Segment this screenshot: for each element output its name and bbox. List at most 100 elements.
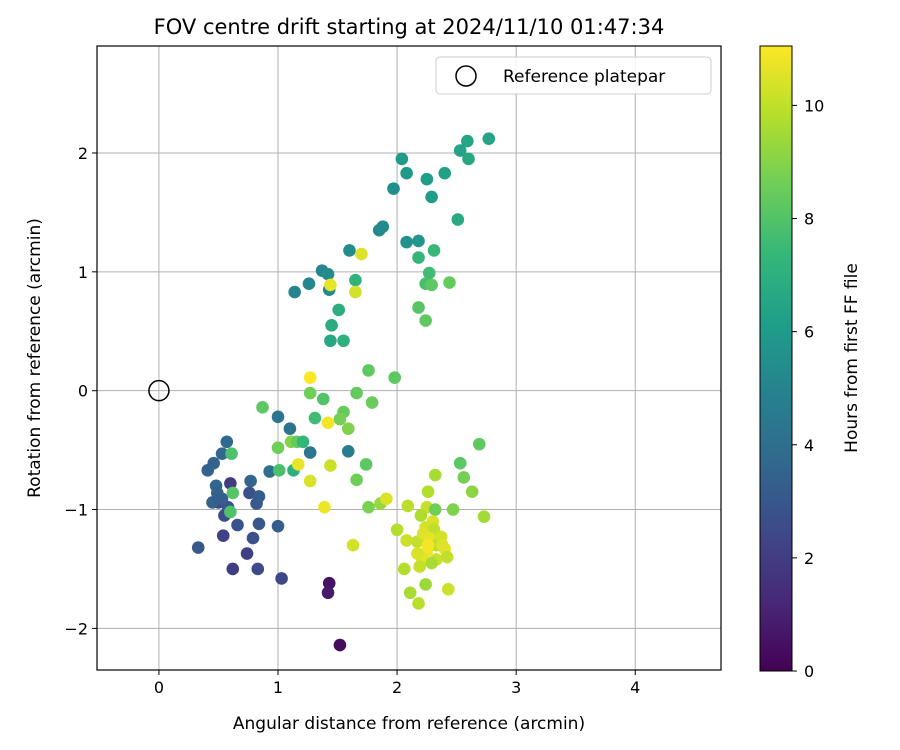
data-point [337,334,350,348]
colorbar [759,45,793,672]
data-point [451,213,465,226]
data-point [390,523,404,537]
data-point [412,234,425,248]
data-point [318,500,331,514]
y-tick-label: 1 [78,263,88,282]
data-point [321,416,335,430]
data-point [482,132,496,146]
legend-label: Reference platepar [503,67,665,87]
data-point [322,576,336,590]
data-point [333,412,347,426]
colorbar-tick-label: 4 [804,436,814,455]
data-point [355,247,368,261]
data-point [256,401,269,414]
y-axis-label: Rotation from reference (arcmin) [25,218,45,498]
x-tick-label: 3 [511,678,521,697]
data-point [215,447,229,460]
data-point [427,244,441,257]
data-point [303,446,317,459]
data-point [365,396,379,409]
data-point [425,556,438,570]
data-point [403,586,417,600]
x-tick-label: 1 [273,678,283,697]
data-point [477,510,491,523]
data-point [461,134,474,148]
data-point [325,319,338,332]
data-point [401,499,415,513]
data-point [412,597,425,610]
data-point [220,435,234,449]
data-point [324,459,337,472]
data-point [453,144,467,157]
data-point [420,172,434,186]
data-point [400,166,413,180]
data-point [436,538,449,552]
data-point [303,474,317,488]
legend: Reference platepar [435,56,712,95]
data-point [412,251,425,264]
grid [97,46,721,670]
reference-marker-layer [148,379,170,402]
data-point [321,267,335,281]
legend-box [435,56,712,95]
data-point [414,509,428,522]
data-point [411,547,424,560]
data-point [462,152,475,166]
legend-reference-marker [455,65,477,87]
data-point [191,541,205,554]
data-point [224,477,237,490]
data-point [443,276,456,289]
data-point [216,529,230,542]
data-point [422,266,436,280]
data-point [224,505,237,519]
colorbar-label: Hours from first FF file [842,263,862,453]
x-tick-label: 2 [392,678,402,697]
colorbar-tick-label: 10 [804,96,824,115]
data-point [362,500,375,514]
data-point [252,517,266,531]
data-point [425,278,438,292]
x-axis-ticks: 0 1 2 3 4 [154,670,640,697]
data-point [206,496,219,509]
data-point [388,371,402,384]
reference-marker [148,379,170,402]
data-point [421,485,435,499]
x-axis-label: Angular distance from reference (arcmin) [233,714,585,734]
data-point [303,386,317,400]
data-point [324,278,337,292]
data-points [191,132,496,652]
data-point [332,303,346,317]
y-tick-label: 2 [78,144,88,163]
data-point [288,285,301,299]
data-point [472,437,486,451]
y-tick-label: −1 [64,501,88,520]
x-tick-label: 4 [630,678,640,697]
data-point [350,386,363,400]
colorbar-tick-label: 0 [804,662,814,681]
data-point [419,314,432,327]
data-point [341,422,355,436]
y-tick-label: 0 [78,382,88,401]
colorbar-ticks: 0 2 4 6 8 10 [792,96,824,681]
data-point [308,411,322,425]
data-point [349,273,362,287]
data-point [316,392,330,406]
data-point [252,490,266,503]
data-point [343,244,356,257]
data-point [303,371,317,384]
data-point [291,458,305,471]
chart-title: FOV centre drift starting at 2024/11/10 … [154,15,665,39]
data-point [244,474,257,488]
data-point [226,562,240,576]
data-point [438,166,452,180]
data-point [240,547,254,560]
y-axis-ticks: −2 −1 0 1 2 [64,144,97,638]
data-point [400,534,413,547]
data-point [395,152,409,166]
data-point [380,492,393,506]
data-point [215,492,229,506]
data-point [349,285,362,299]
x-tick-label: 0 [154,678,164,697]
plot-frame [96,45,722,671]
